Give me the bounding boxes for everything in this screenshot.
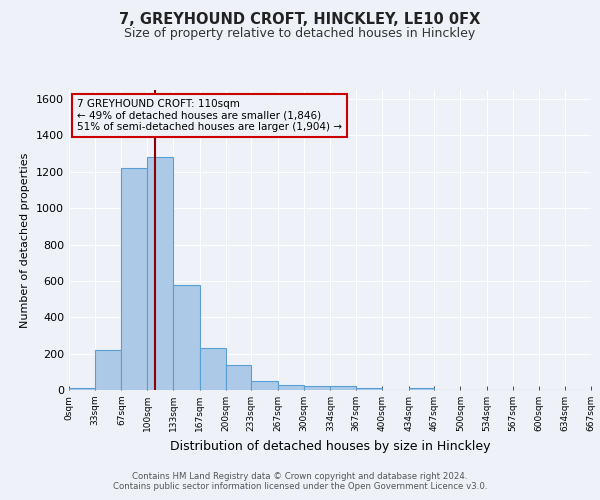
Bar [409,388,434,390]
Bar [278,384,304,390]
Bar [304,386,331,390]
X-axis label: Distribution of detached houses by size in Hinckley: Distribution of detached houses by size … [170,440,490,452]
Text: Contains HM Land Registry data © Crown copyright and database right 2024.: Contains HM Land Registry data © Crown c… [132,472,468,481]
Text: 7, GREYHOUND CROFT, HINCKLEY, LE10 0FX: 7, GREYHOUND CROFT, HINCKLEY, LE10 0FX [119,12,481,28]
Bar [121,168,147,390]
Bar [356,388,382,390]
Bar [69,388,95,390]
Bar [95,350,121,390]
Bar [147,158,173,390]
Y-axis label: Number of detached properties: Number of detached properties [20,152,31,328]
Bar [173,284,200,390]
Text: 7 GREYHOUND CROFT: 110sqm
← 49% of detached houses are smaller (1,846)
51% of se: 7 GREYHOUND CROFT: 110sqm ← 49% of detac… [77,99,342,132]
Bar [331,386,356,390]
Bar [200,348,226,390]
Bar [226,364,251,390]
Bar [251,381,278,390]
Text: Size of property relative to detached houses in Hinckley: Size of property relative to detached ho… [124,28,476,40]
Text: Contains public sector information licensed under the Open Government Licence v3: Contains public sector information licen… [113,482,487,491]
